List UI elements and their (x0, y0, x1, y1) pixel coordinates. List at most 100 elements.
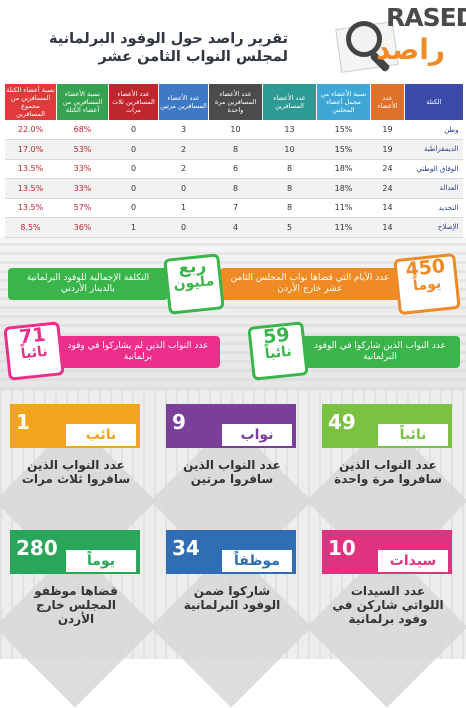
table-cell: 24 (370, 178, 405, 199)
total-cost-badge: ربع مليون (163, 253, 225, 315)
days-abroad-badge: 450 يوماً (393, 252, 461, 316)
logo-text-ar: راصد (376, 33, 445, 66)
table-cell: 17.0% (4, 139, 57, 160)
bloc-name: الديمقراطية (404, 139, 463, 160)
blocs-table: الكتلة عدد الأعضاء نسبة الأعضاء من مجمل أع… (4, 84, 463, 257)
bloc-name: الإصلاح (404, 217, 463, 238)
table-cell: 2 (158, 139, 209, 160)
report-title: تقرير راصد حول الوفود البرلمانية لمجلس ا… (48, 30, 288, 66)
report-title-line-1: تقرير راصد حول الوفود البرلمانية (48, 31, 288, 47)
column-header: عدد الأعضاء المسافرين مرتين (158, 84, 209, 120)
card-label: موظفاً (222, 550, 292, 572)
days-abroad-text: عدد الأيام التي قضاها نواب المجلس الثامن… (230, 273, 390, 294)
card-description: عدد النواب الذين سافروا ثلاث مرات (21, 458, 131, 486)
table-cell: 5 (262, 217, 317, 238)
card-number: 9 (172, 410, 186, 434)
column-header: عدد الأعضاء المسافرين (262, 84, 317, 120)
column-header: عدد الأعضاء المسافرين مرة واحدة (208, 84, 263, 120)
joined-delegations-text: عدد النواب الذين شاركوا في الوفود البرلم… (313, 341, 447, 362)
table-cell: 36% (56, 217, 109, 238)
table-cell: 19 (370, 120, 405, 140)
card-number: 10 (328, 536, 356, 560)
column-header: نسبة الأعضاء من مجمل أعضاء المجلس (316, 84, 371, 120)
table-cell: 13 (262, 120, 317, 140)
card-label: سيدات (378, 550, 448, 572)
table-cell: 0 (108, 139, 159, 160)
report-title-line-2: لمجلس النواب الثامن عشر (98, 49, 288, 65)
column-header: عدد الأعضاء المسافرين ثلاث مرات (108, 84, 159, 120)
bloc-name: الوفاق الوطني (404, 159, 463, 179)
table-cell: 15% (316, 120, 371, 140)
table-cell: 18% (316, 159, 371, 179)
card-description: عدد النواب الذين سافروا مرتين (183, 458, 281, 486)
table-cell: 8 (262, 198, 317, 218)
table-cell: 7 (208, 198, 263, 218)
table-cell: 8.5% (4, 217, 57, 238)
card-header: 280 يوماً (10, 530, 140, 574)
table-cell: 22.0% (4, 120, 57, 140)
table-cell: 0 (108, 120, 159, 140)
card-number: 49 (328, 410, 356, 434)
column-header: الكتلة (404, 84, 463, 120)
table-cell: 57% (56, 198, 109, 218)
card-label: نواب (222, 424, 292, 446)
summary-band: عدد الأيام التي قضاها نواب المجلس الثامن… (0, 238, 466, 390)
column-header: نسبة الأعضاء المسافرين من أعضاء الكتلة (56, 84, 109, 120)
table-cell: 1 (108, 217, 159, 238)
card-label: نائب (66, 424, 136, 446)
card-description: عدد النواب الذين سافروا مرة واحدة (334, 458, 442, 486)
table-cell: 68% (56, 120, 109, 140)
table-cell: 8 (262, 159, 317, 179)
table-row: العدالة 24 18% 8 8 0 0 33% 13.5% (4, 178, 463, 199)
table-cell: 15% (316, 139, 371, 160)
table-cell: 11% (316, 217, 371, 238)
table-cell: 14 (370, 198, 405, 218)
stats-section: 49 نائباً عدد النواب الذين سافروا مرة واحد… (0, 390, 466, 708)
table-cell: 13.5% (4, 159, 57, 179)
card-header: 34 موظفاً (166, 530, 296, 574)
not-joined-delegations-text: عدد النواب الذين لم يشاركوا في وفود برلم… (67, 341, 209, 362)
column-header: عدد الأعضاء (370, 84, 405, 120)
total-cost-bar: التكلفة الإجمالية للوفود البرلمانية بالد… (8, 268, 168, 300)
table-cell: 8 (208, 139, 263, 160)
logo-text-en: RASED (386, 3, 466, 32)
table-cell: 0 (108, 178, 159, 199)
table-row: الوفاق الوطني 24 18% 8 6 2 0 33% 13.5% (4, 159, 463, 179)
table-cell: 53% (56, 139, 109, 160)
not-joined-delegations-badge: 71 نائباً (3, 321, 65, 381)
bloc-name: وطن (404, 120, 463, 140)
table-cell: 14 (370, 217, 405, 238)
card-header: 10 سيدات (322, 530, 452, 574)
table-cell: 24 (370, 159, 405, 179)
total-cost-text: التكلفة الإجمالية للوفود البرلمانية بالد… (26, 273, 150, 294)
table-cell: 0 (108, 198, 159, 218)
table-cell: 0 (158, 178, 209, 199)
rased-logo: RASED راصد (335, 3, 466, 77)
table-cell: 8 (262, 178, 317, 199)
card-number: 34 (172, 536, 200, 560)
table-row: التجديد 14 11% 8 7 1 0 57% 13.5% (4, 198, 463, 218)
joined-delegations-bar: عدد النواب الذين شاركوا في الوفود البرلم… (300, 336, 460, 368)
card-number: 1 (16, 410, 30, 434)
bloc-name: التجديد (404, 198, 463, 218)
table-row: الإصلاح 14 11% 5 4 0 1 36% 8.5% (4, 217, 463, 238)
table-cell: 11% (316, 198, 371, 218)
column-header: نسبة أعضاء الكتلة المسافرين من مجموع الم… (4, 84, 57, 120)
table-cell: 18% (316, 178, 371, 199)
table-cell: 0 (158, 217, 209, 238)
card-header: 49 نائباً (322, 404, 452, 448)
card-label: يوماً (66, 550, 136, 572)
table-cell: 13.5% (4, 178, 57, 199)
table-cell: 33% (56, 178, 109, 199)
table-cell: 10 (262, 139, 317, 160)
table-cell: 4 (208, 217, 263, 238)
table-cell: 33% (56, 159, 109, 179)
joined-delegations-badge: 59 نائباً (247, 321, 309, 381)
table-cell: 6 (208, 159, 263, 179)
table-cell: 2 (158, 159, 209, 179)
table-cell: 1 (158, 198, 209, 218)
card-label: نائباً (378, 424, 448, 446)
table-cell: 3 (158, 120, 209, 140)
card-number: 280 (16, 536, 58, 560)
table-header-row: الكتلة عدد الأعضاء نسبة الأعضاء من مجمل أع… (4, 84, 463, 120)
